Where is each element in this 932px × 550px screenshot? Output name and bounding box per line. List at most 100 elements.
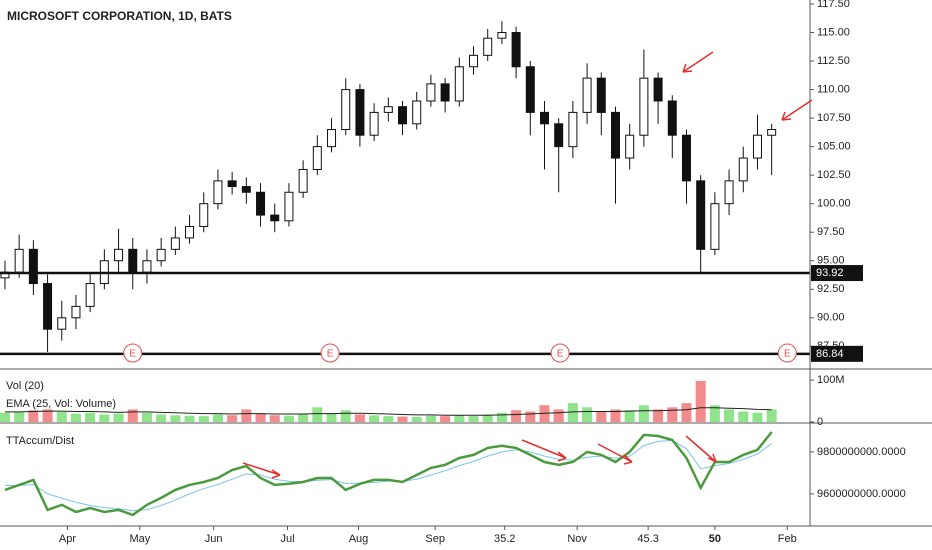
candle-body xyxy=(596,77,606,113)
candle-body xyxy=(270,214,280,222)
volume-bar xyxy=(638,405,649,422)
candle-body xyxy=(667,100,677,136)
candle-body xyxy=(653,77,663,102)
candle-body xyxy=(539,111,549,125)
volume-bar xyxy=(653,409,664,422)
volume-bar xyxy=(326,413,337,422)
volume-bar xyxy=(255,413,266,422)
level-label-box xyxy=(811,265,863,282)
candle-body xyxy=(57,317,67,330)
x-tick-label: Aug xyxy=(349,533,369,545)
arrow xyxy=(781,99,813,121)
candle-body xyxy=(227,180,237,188)
volume-bar xyxy=(241,409,252,422)
candle-body xyxy=(43,283,53,330)
y-tick-label: 117.50 xyxy=(817,0,850,10)
candle-body xyxy=(213,180,223,205)
arrow xyxy=(685,435,717,463)
volume-bar xyxy=(425,415,436,422)
volume-bar xyxy=(709,405,720,422)
volume-bar xyxy=(738,411,749,422)
event-marker xyxy=(777,343,797,363)
candle-body xyxy=(568,111,578,148)
level-label-box xyxy=(811,345,863,362)
volume-bar xyxy=(354,414,365,422)
volume-bar xyxy=(511,410,522,422)
candle-body xyxy=(398,106,408,125)
candle-body xyxy=(625,134,635,159)
y-tick-label: 95.00 xyxy=(817,255,845,267)
volume-bar xyxy=(681,403,692,422)
volume-title: Vol (20) xyxy=(6,380,44,392)
volume-bar xyxy=(127,409,138,422)
y-tick-label: 92.50 xyxy=(817,283,845,295)
candle-body xyxy=(284,191,294,222)
candle-body xyxy=(426,83,436,102)
candle-body xyxy=(454,66,464,102)
volume-bar xyxy=(553,409,564,422)
arrow xyxy=(521,439,567,462)
candle-body xyxy=(469,54,479,68)
ema-label: EMA (25, Vol: Volume) xyxy=(6,398,116,410)
volume-bar xyxy=(397,416,408,422)
candle-body xyxy=(142,260,152,273)
volume-bar xyxy=(369,415,380,422)
y-tick-label: 0 xyxy=(817,416,823,428)
x-tick-label: Jul xyxy=(280,533,294,545)
volume-bar xyxy=(85,412,96,422)
volume-bar xyxy=(667,407,678,422)
volume-bar xyxy=(283,415,294,422)
volume-bar xyxy=(624,410,635,422)
candle-body xyxy=(738,157,748,182)
candle-body xyxy=(14,248,24,273)
candle-body xyxy=(767,129,777,136)
volume-bar xyxy=(14,411,25,422)
volume-bar xyxy=(340,410,351,422)
candle-body xyxy=(554,123,564,148)
volume-bar xyxy=(141,412,152,422)
candle-body xyxy=(582,77,592,113)
volume-bar xyxy=(28,410,39,422)
event-marker xyxy=(550,343,570,363)
y-tick-label: 97.50 xyxy=(817,226,845,238)
volume-bar xyxy=(298,414,309,422)
candle-body xyxy=(85,283,95,307)
y-tick-label: 112.50 xyxy=(817,55,850,67)
candle-body xyxy=(440,83,450,102)
candle-body xyxy=(511,32,521,68)
event-label: E xyxy=(129,349,136,360)
arrow xyxy=(242,462,281,479)
volume-bar xyxy=(227,415,238,422)
volume-bar xyxy=(582,407,593,422)
candle-body xyxy=(525,66,535,113)
level-label: 86.84 xyxy=(816,348,844,360)
y-tick-label: 100M xyxy=(817,374,845,386)
candle-body xyxy=(355,89,365,136)
y-tick-label: 102.50 xyxy=(817,169,851,181)
volume-bar xyxy=(70,413,81,422)
volume-bar xyxy=(454,415,465,422)
chart-title: MICROSOFT CORPORATION, 1D, BATS xyxy=(7,9,232,23)
x-tick-label: Jun xyxy=(205,533,223,545)
candle-body xyxy=(298,168,308,193)
arrow xyxy=(682,51,714,73)
x-tick-label: May xyxy=(129,533,150,545)
candle-body xyxy=(199,203,209,228)
volume-bar xyxy=(56,411,67,422)
event-label: E xyxy=(327,349,334,360)
x-tick-label: 50 xyxy=(709,533,721,545)
indicator-line xyxy=(4,431,773,517)
candle-body xyxy=(497,32,507,39)
annotation-arrows xyxy=(242,51,813,479)
volume-bar xyxy=(156,414,167,422)
candle-body xyxy=(412,100,422,125)
candle-body xyxy=(28,248,38,285)
candle-body xyxy=(383,106,393,113)
candle-body xyxy=(185,226,195,239)
volume-bar xyxy=(567,403,578,422)
y-tick-label: 107.50 xyxy=(817,112,851,124)
event-marker xyxy=(320,343,340,363)
y-tick-label: 9800000000.0000 xyxy=(817,446,906,458)
